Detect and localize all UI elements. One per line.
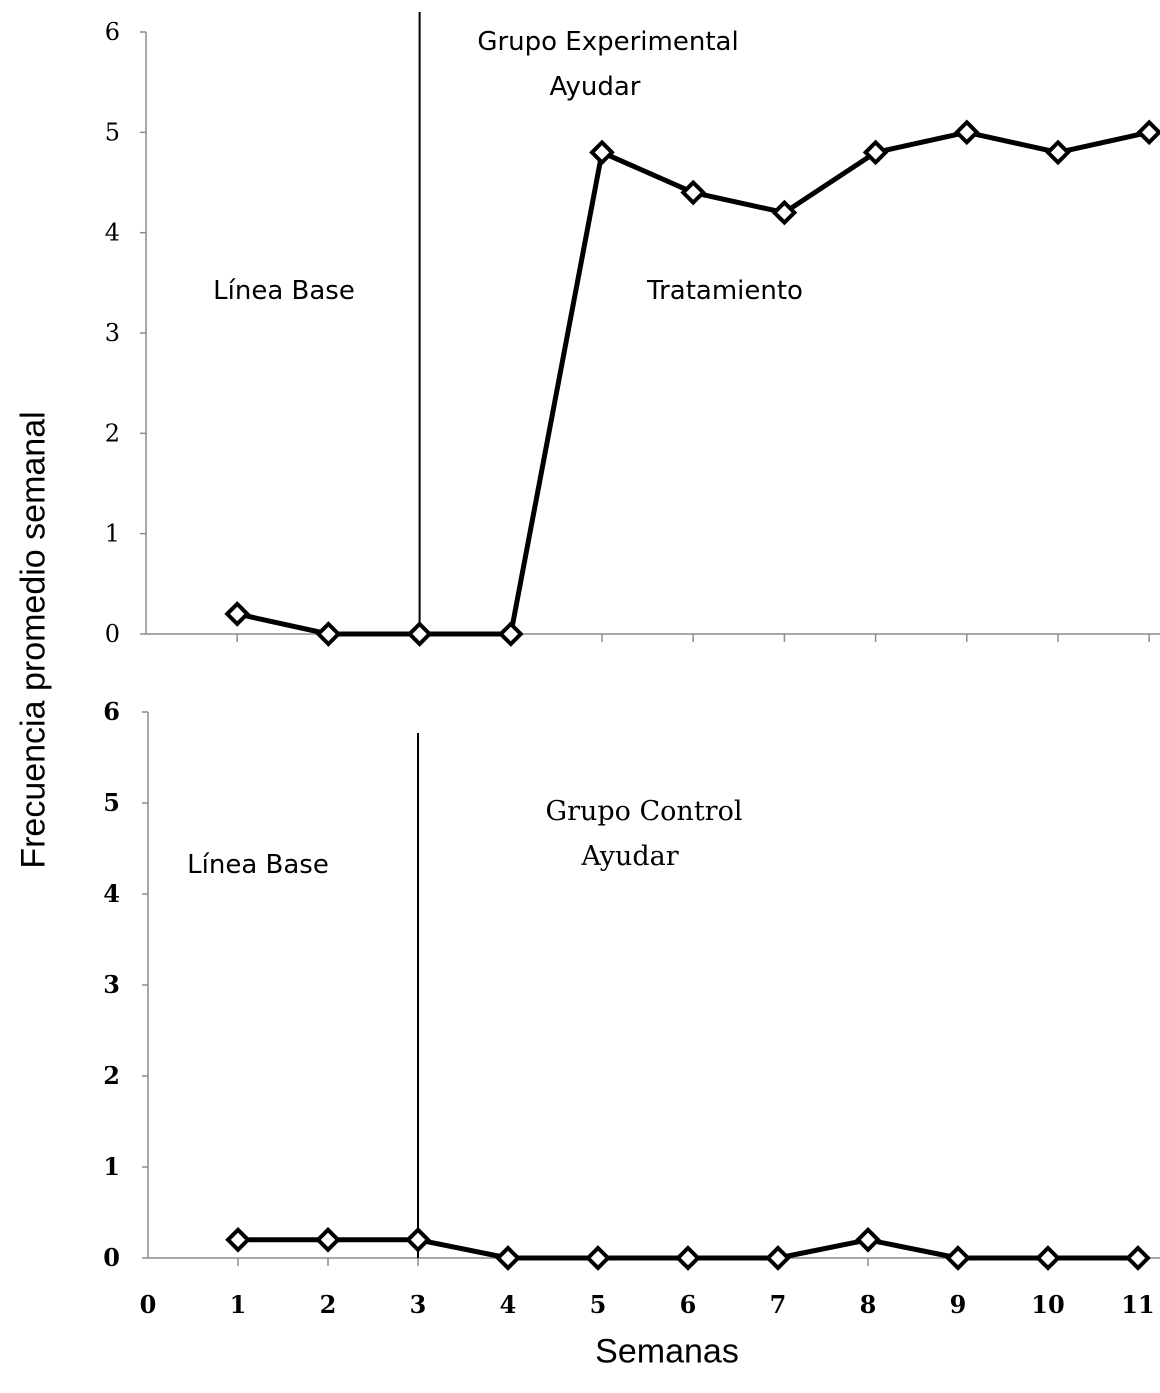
x-tick-label: 5 [590, 1290, 607, 1319]
x-tick-label: 9 [950, 1290, 967, 1319]
data-point-diamond [945, 1245, 971, 1271]
y-tick-label: 2 [103, 1061, 120, 1090]
data-point-diamond [953, 119, 980, 146]
y-tick-label: 3 [103, 970, 120, 999]
x-tick-label: 11 [1121, 1290, 1154, 1319]
data-point-diamond [224, 601, 251, 627]
data-point-diamond [765, 1245, 791, 1271]
x-tick-label: 7 [770, 1290, 787, 1319]
x-tick-label: 8 [860, 1290, 877, 1319]
y-tick-label: 0 [103, 1243, 120, 1272]
y-axis-label-container: Frecuencia promedio semanal [14, 0, 54, 1388]
data-point-diamond [497, 621, 524, 647]
data-point-diamond [225, 1226, 251, 1253]
y-tick-label: 1 [105, 520, 120, 548]
y-tick-label: 0 [105, 620, 120, 648]
data-point-diamond [771, 199, 798, 226]
y-tick-label: 6 [105, 18, 120, 46]
data-point-diamond [1045, 139, 1071, 166]
data-point-diamond [1035, 1245, 1061, 1271]
data-point-diamond [406, 621, 433, 647]
x-tick-label: 6 [680, 1290, 697, 1319]
y-tick-label: 4 [103, 879, 120, 908]
y-tick-label: 1 [103, 1152, 120, 1181]
y-tick-label: 3 [105, 319, 120, 347]
annotation-group-title-line1: Grupo Experimental [477, 27, 738, 57]
data-point-diamond [585, 1245, 611, 1271]
x-axis-label: Semanas [595, 1332, 739, 1371]
x-tick-label: 1 [230, 1290, 247, 1319]
y-tick-label: 2 [105, 419, 120, 447]
y-tick-label: 4 [105, 219, 120, 247]
annotation-group-title-line2: Ayudar [549, 72, 640, 102]
y-tick-label: 6 [103, 697, 120, 726]
data-point-diamond [315, 1226, 341, 1253]
data-point-diamond [862, 139, 889, 166]
data-point-diamond [315, 621, 342, 647]
data-point-diamond [405, 1226, 431, 1253]
y-tick-label: 5 [103, 788, 120, 817]
data-point-diamond [589, 139, 615, 166]
y-axis-label: Frecuencia promedio semanal [14, 411, 53, 869]
x-tick-label: 10 [1031, 1290, 1064, 1319]
data-point-diamond [680, 179, 707, 206]
data-point-diamond [495, 1245, 521, 1271]
x-tick-label: 2 [320, 1290, 337, 1319]
annotation-treatment-label: Tratamiento [646, 276, 803, 306]
y-tick-label: 5 [105, 118, 120, 146]
data-point-diamond [1136, 119, 1160, 146]
x-tick-label: 3 [410, 1290, 427, 1319]
annotation-baseline-label: Línea Base [213, 276, 355, 306]
data-point-diamond [1125, 1245, 1151, 1271]
annotation-group-title-line1: Grupo Control [546, 796, 743, 827]
data-point-diamond [855, 1226, 881, 1253]
annotation-baseline-label: Línea Base [187, 850, 329, 880]
x-tick-label: 4 [500, 1290, 517, 1319]
data-point-diamond [675, 1245, 701, 1271]
series-line [236, 129, 1150, 637]
x-tick-label: 0 [140, 1290, 157, 1319]
annotation-group-title-line2: Ayudar [580, 841, 678, 872]
